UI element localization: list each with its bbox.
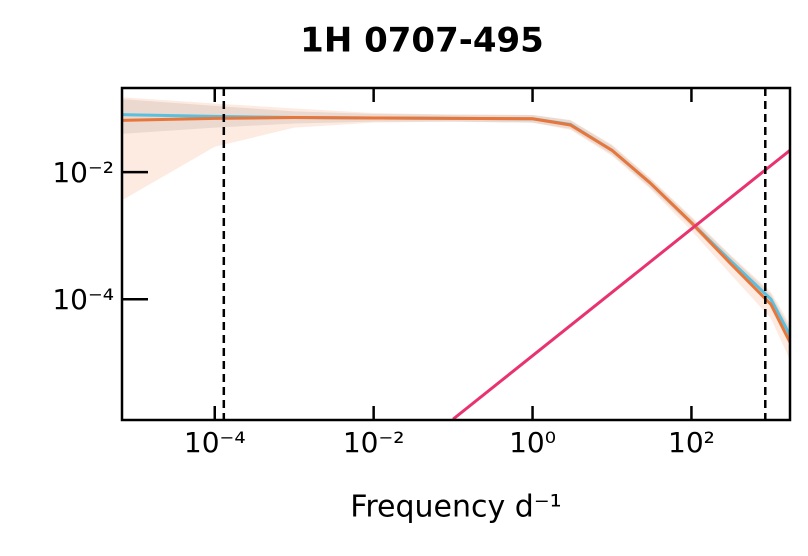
x-axis-label: Frequency d⁻¹ [350, 490, 561, 525]
x-tick-label: 10⁻² [343, 426, 405, 459]
chart-title: 1H 0707-495 [300, 21, 544, 61]
y-tick-label: 10⁻² [52, 156, 114, 189]
x-tick-label: 10² [668, 426, 715, 459]
x-tick-label: 10⁻⁴ [184, 426, 246, 459]
series-line [452, 149, 790, 420]
y-tick-label: 10⁻⁴ [52, 283, 114, 316]
uncertainty-band [122, 97, 790, 361]
plot-area [122, 88, 790, 420]
series-line [122, 116, 790, 343]
x-tick-label: 10⁰ [509, 426, 556, 459]
axes-frame [120, 86, 792, 422]
